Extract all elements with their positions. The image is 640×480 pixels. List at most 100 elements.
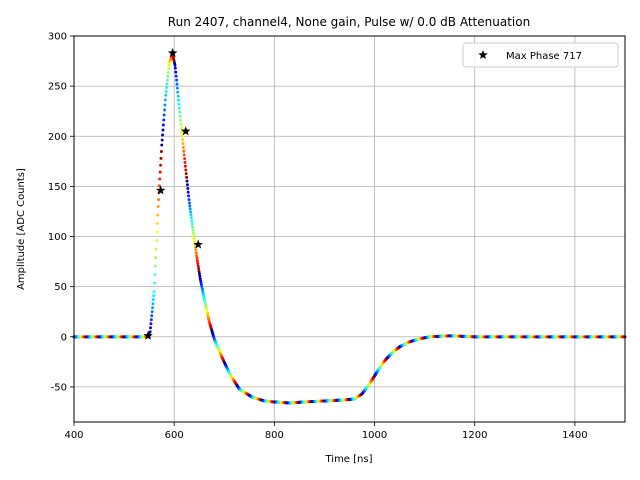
waveform-point (153, 264, 157, 268)
waveform-point (186, 190, 190, 194)
waveform-point (176, 90, 180, 94)
waveform-point (177, 98, 181, 102)
waveform-point (181, 138, 185, 142)
waveform-point (161, 133, 165, 137)
waveform-point (197, 272, 201, 276)
max-phase-markers (143, 48, 203, 340)
waveform-point (165, 78, 169, 82)
waveform-point (190, 219, 194, 223)
waveform-point (154, 256, 158, 260)
waveform-point (181, 145, 185, 149)
waveform-point (148, 330, 152, 334)
waveform-point (162, 118, 166, 122)
waveform-point (157, 198, 160, 202)
waveform-point (176, 94, 180, 98)
waveform-point (195, 257, 199, 260)
waveform-point (160, 143, 164, 147)
legend-box (462, 42, 619, 68)
waveform-point (180, 130, 184, 134)
waveform-point (195, 254, 199, 258)
waveform-point (155, 239, 158, 242)
waveform-point (166, 71, 170, 74)
waveform-point (194, 248, 198, 252)
waveform-point (197, 267, 201, 270)
waveform-point (188, 207, 192, 211)
waveform-point (179, 126, 183, 130)
x-tick-label: 1000 (362, 430, 387, 441)
waveform-point (159, 156, 163, 160)
x-tick-label: 600 (165, 430, 184, 441)
waveform-point (191, 225, 195, 229)
waveform-point (192, 237, 196, 241)
waveform-point (189, 216, 193, 220)
waveform-point (167, 67, 171, 71)
waveform-point (196, 264, 200, 268)
waveform-point (149, 318, 153, 322)
pulse-waveform-series (72, 52, 627, 405)
waveform-point (181, 142, 185, 145)
waveform-point (160, 138, 164, 142)
legend-star-icon (478, 50, 488, 60)
waveform-point (161, 128, 165, 132)
waveform-point (188, 204, 192, 208)
y-tick-label: 150 (48, 182, 67, 193)
waveform-point (152, 294, 156, 298)
waveform-point (157, 184, 161, 188)
waveform-point (165, 86, 169, 90)
waveform-point (191, 228, 195, 232)
waveform-point (149, 326, 152, 330)
chart-title: Run 2407, channel4, None gain, Pulse w/ … (168, 15, 530, 29)
waveform-point (175, 78, 179, 82)
waveform-point (184, 168, 188, 172)
plot-frame (73, 35, 626, 423)
waveform-point (183, 164, 187, 168)
waveform-point (164, 89, 168, 93)
waveform-point (153, 273, 157, 277)
waveform-point (182, 153, 186, 157)
waveform-point (186, 186, 190, 190)
waveform-point (185, 175, 189, 179)
x-tick-label: 400 (64, 430, 83, 441)
waveform-point (174, 74, 178, 78)
waveform-point (189, 210, 193, 214)
waveform-point (185, 183, 189, 187)
waveform-point (150, 310, 154, 314)
waveform-point (163, 98, 167, 102)
waveform-point (174, 70, 178, 74)
waveform-point (153, 281, 156, 285)
waveform-point (189, 213, 193, 217)
y-tick-label: 0 (61, 332, 67, 343)
waveform-point (178, 114, 182, 118)
waveform-point (198, 274, 202, 278)
waveform-point (159, 149, 163, 153)
max-phase-star (180, 126, 191, 136)
waveform-point (155, 222, 159, 225)
waveform-point (190, 222, 194, 226)
waveform-point (187, 194, 191, 198)
legend-label: Max Phase 717 (506, 51, 582, 62)
legend: Max Phase 717 (462, 42, 619, 68)
waveform-point (156, 204, 160, 208)
waveform-point (158, 170, 162, 174)
waveform-point (158, 177, 162, 181)
waveform-point (165, 82, 169, 86)
waveform-point (155, 230, 159, 234)
waveform-point (151, 302, 155, 306)
waveform-point (161, 123, 165, 127)
waveform-point (196, 262, 200, 265)
waveform-point (178, 110, 182, 114)
y-tick-label: 100 (48, 232, 67, 243)
waveform-point (173, 66, 177, 70)
waveform-point (156, 213, 160, 217)
waveform-point (152, 290, 156, 294)
waveform-point (177, 106, 181, 110)
waveform-point (151, 306, 154, 310)
waveform-point (180, 134, 184, 138)
y-tick-label: 50 (54, 282, 67, 293)
waveform-point (159, 163, 163, 167)
waveform-point (175, 86, 179, 90)
y-tick-label: 300 (48, 32, 67, 43)
waveform-point (187, 198, 191, 202)
